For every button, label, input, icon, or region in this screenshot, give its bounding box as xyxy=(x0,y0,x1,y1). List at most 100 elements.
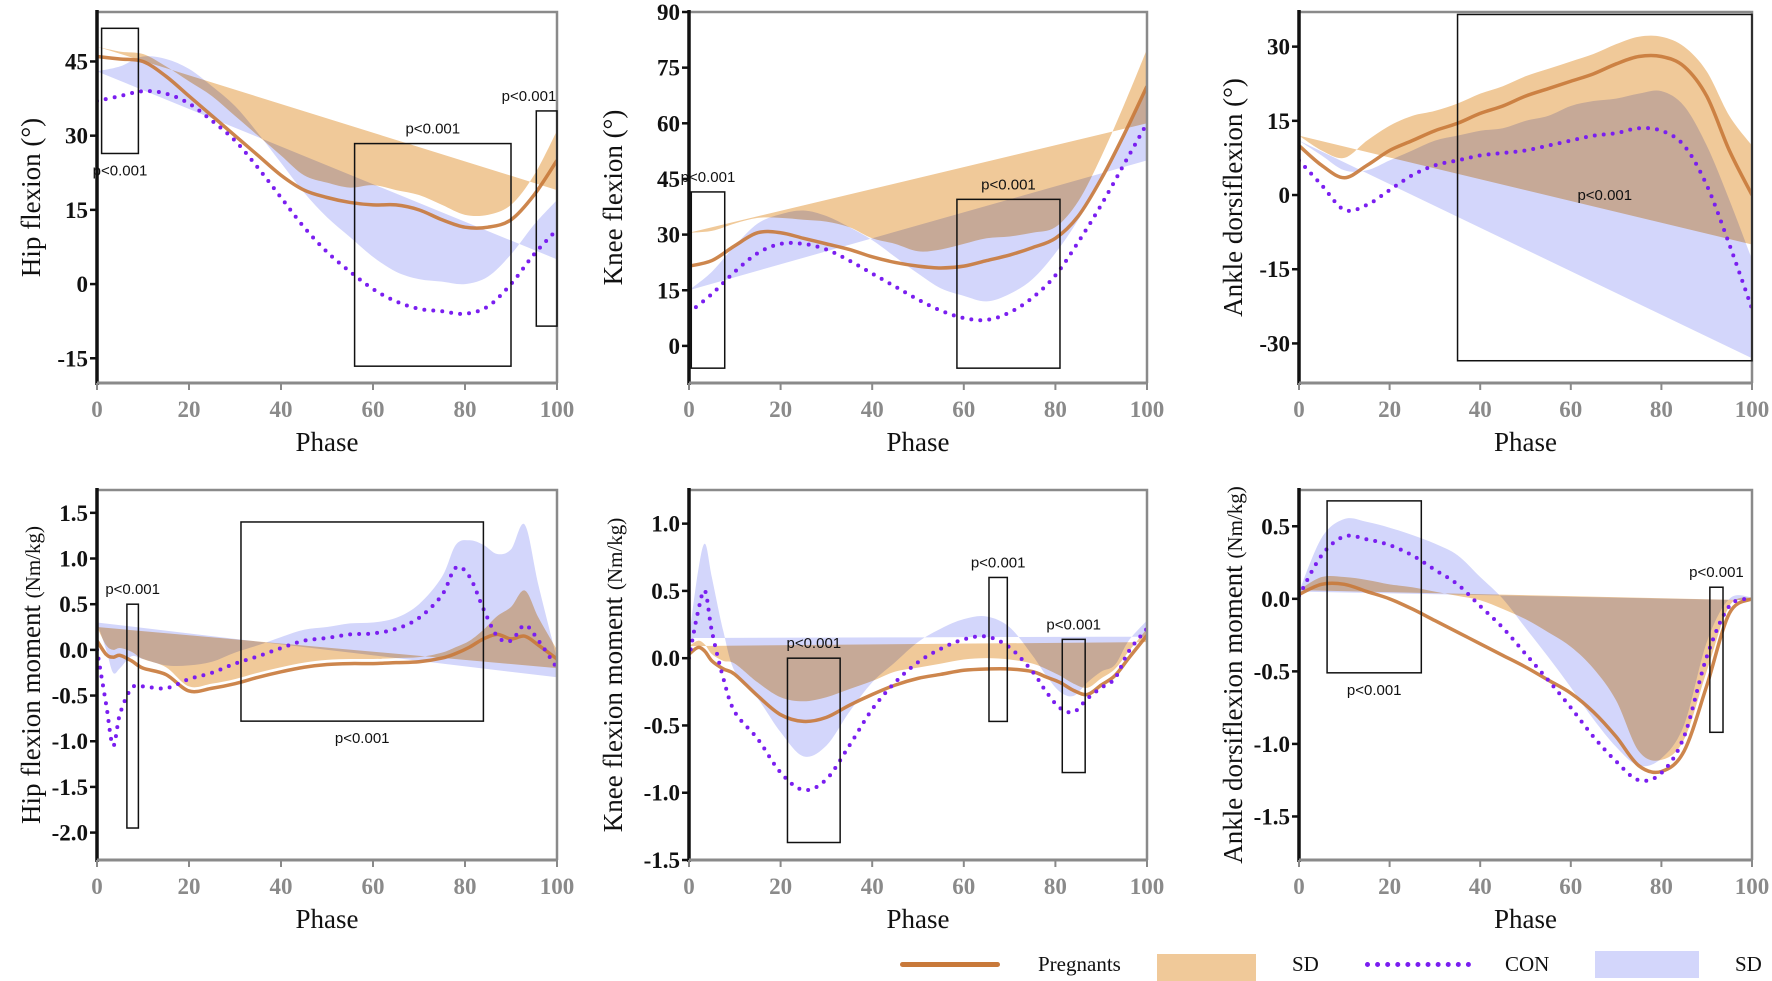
y-tick-label: 0 xyxy=(77,272,89,297)
significance-box xyxy=(690,191,726,369)
x-tick-label: 60 xyxy=(362,874,385,899)
x-tick-label: 20 xyxy=(1378,874,1401,899)
y-tick-label: -1.0 xyxy=(644,781,680,806)
p-value-label: p<0.001 xyxy=(1577,187,1632,204)
x-tick-label: 0 xyxy=(91,874,103,899)
y-tick-label: 60 xyxy=(657,111,680,136)
y-tick-label: 0.5 xyxy=(651,579,680,604)
significance-box xyxy=(535,110,558,327)
x-tick-label: 20 xyxy=(178,874,201,899)
significance-box xyxy=(353,142,512,367)
plot-frame xyxy=(689,10,1149,383)
y-tick-label: 90 xyxy=(657,0,680,25)
plot-area xyxy=(97,46,557,316)
y-tick-label: 15 xyxy=(65,198,88,223)
p-value-label: p<0.001 xyxy=(981,176,1036,193)
y-axis-title: Knee flexion (°) xyxy=(598,110,628,286)
con-mean-line xyxy=(1299,126,1752,311)
x-axis-title: Phase xyxy=(1494,904,1557,934)
x-tick-label: 0 xyxy=(683,397,695,422)
y-tick-label: -1.5 xyxy=(644,848,680,873)
y-tick-label: 1.0 xyxy=(59,547,88,572)
x-tick-label: 20 xyxy=(178,397,201,422)
y-tick-label: 0.0 xyxy=(59,638,88,663)
pregnants-mean-line xyxy=(689,634,1147,724)
x-axis-title: Phase xyxy=(296,904,359,934)
y-axis-title-unit: (Nm/kg) xyxy=(1223,486,1247,558)
y-axis-title: Ankle dorsiflexion moment (Nm/kg) xyxy=(1218,486,1248,864)
legend-con-dotted-swatch xyxy=(1365,950,1471,980)
x-tick-label: 100 xyxy=(1130,874,1165,899)
p-value-label: p<0.001 xyxy=(786,635,841,652)
x-tick-label: 60 xyxy=(362,397,385,422)
x-tick-label: 40 xyxy=(861,397,884,422)
x-tick-label: 60 xyxy=(1559,874,1582,899)
y-tick-label: 30 xyxy=(1267,35,1290,60)
significance-box xyxy=(988,576,1009,723)
x-tick-label: 80 xyxy=(1044,397,1067,422)
x-tick-label: 80 xyxy=(1650,397,1673,422)
y-axis-title: Ankle dorsiflexion (°) xyxy=(1218,78,1248,317)
legend-label-con-sd: SD xyxy=(1735,952,1762,976)
y-tick-label: 45 xyxy=(65,49,88,74)
y-axis-title-text: Ankle dorsiflexion (°) xyxy=(1218,78,1248,317)
legend-label-pregnants-sd: SD xyxy=(1292,952,1319,976)
y-axis-title-text: Hip flexion (°) xyxy=(16,118,46,277)
x-tick-label: 100 xyxy=(1130,397,1165,422)
y-tick-label: -15 xyxy=(57,346,88,371)
x-tick-label: 40 xyxy=(270,874,293,899)
y-axis-title-text: Knee flexion moment xyxy=(598,590,628,832)
panel-2: -30 -15 0 15 30 0 20 40 60 80 100 Phase Ankle dorsif… xyxy=(1218,10,1769,457)
con-sd-band xyxy=(1299,518,1752,767)
significance-box xyxy=(786,657,841,844)
p-value-label: p<0.001 xyxy=(335,730,390,747)
y-tick-label: 0 xyxy=(669,334,681,359)
x-tick-label: 80 xyxy=(1044,874,1067,899)
significance-box xyxy=(1326,500,1423,674)
y-axis-title: Knee flexion moment (Nm/kg) xyxy=(598,518,628,833)
x-tick-label: 100 xyxy=(1735,397,1770,422)
con-sd-band xyxy=(97,523,557,678)
x-tick-label: 80 xyxy=(1650,874,1673,899)
x-tick-label: 60 xyxy=(1559,397,1582,422)
y-axis-title-text: Hip flexion moment xyxy=(16,598,46,824)
con-sd-band xyxy=(97,56,557,285)
pregnants-mean-line xyxy=(1299,581,1752,775)
panel-4: -1.5 -1.0 -0.5 0.0 0.5 1.0 0 20 40 60 80 100 Phase Kn… xyxy=(598,488,1164,934)
x-tick-label: 100 xyxy=(540,874,575,899)
y-tick-label: 1.5 xyxy=(59,501,88,526)
plot-area xyxy=(689,543,1147,793)
y-tick-label: -1.0 xyxy=(52,729,88,754)
pregnants-sd-band xyxy=(689,49,1147,252)
panel-1: 0 15 30 45 60 75 90 0 20 40 60 80 100 Phase Knee flexi… xyxy=(598,0,1164,457)
significance-box xyxy=(1061,638,1086,774)
significance-box xyxy=(240,521,485,722)
legend-label-con: CON xyxy=(1505,952,1550,976)
con-mean-line xyxy=(689,121,1147,323)
x-tick-label: 20 xyxy=(1378,397,1401,422)
significance-box xyxy=(1709,586,1724,734)
x-tick-label: 60 xyxy=(952,397,975,422)
x-tick-label: 100 xyxy=(1735,874,1770,899)
y-tick-label: 0.5 xyxy=(59,592,88,617)
x-tick-label: 40 xyxy=(270,397,293,422)
pregnants-mean-line xyxy=(1299,53,1752,196)
pregnants-mean-line xyxy=(97,632,557,694)
y-tick-label: -0.5 xyxy=(1254,659,1290,684)
plot-area xyxy=(1299,518,1752,783)
y-tick-label: -2.0 xyxy=(52,821,88,846)
p-value-label: p<0.001 xyxy=(1347,682,1402,699)
x-tick-label: 100 xyxy=(540,397,575,422)
p-value-label: p<0.001 xyxy=(971,554,1026,571)
plot-area xyxy=(1299,35,1752,359)
plot-area xyxy=(689,49,1147,323)
y-tick-label: 0.5 xyxy=(1261,514,1290,539)
y-tick-label: 15 xyxy=(1267,109,1290,134)
y-tick-label: -15 xyxy=(1259,257,1290,282)
significance-box xyxy=(1456,13,1753,362)
legend-con-sd-swatch xyxy=(1595,951,1699,978)
p-value-label: p<0.001 xyxy=(93,162,148,179)
x-tick-label: 0 xyxy=(1293,874,1305,899)
pregnants-sd-band xyxy=(97,590,557,688)
